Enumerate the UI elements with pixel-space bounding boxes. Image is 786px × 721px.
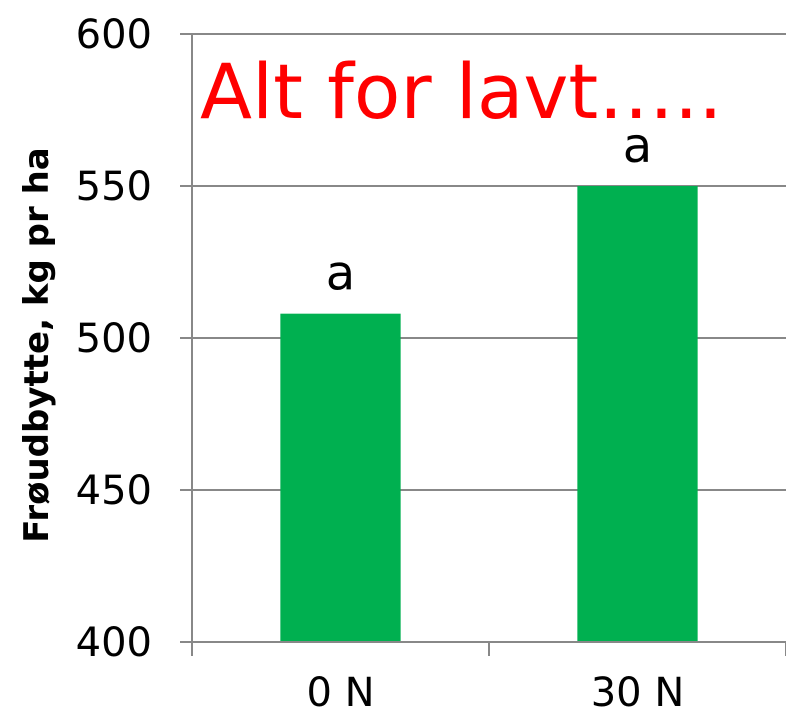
bars bbox=[280, 186, 698, 642]
bar bbox=[280, 313, 401, 642]
x-tick-label: 0 N bbox=[306, 670, 374, 716]
bar-labels: aa bbox=[326, 118, 652, 302]
y-axis-label: Frøudbytte, kg pr ha bbox=[17, 147, 57, 542]
y-tick-labels: 400 450 500 550 600 bbox=[76, 12, 152, 666]
bar-data-label: a bbox=[623, 118, 652, 174]
y-tick-label: 600 bbox=[76, 12, 152, 58]
bar-data-label: a bbox=[326, 246, 355, 302]
axes bbox=[191, 34, 786, 656]
y-tick-label: 400 bbox=[76, 620, 152, 666]
chart-annotation: Alt for lavt….. bbox=[200, 47, 723, 136]
y-tick-label: 500 bbox=[76, 316, 152, 362]
y-tick-label: 450 bbox=[76, 468, 152, 514]
y-tick-label: 550 bbox=[76, 164, 152, 210]
x-tick-label: 30 N bbox=[591, 670, 685, 716]
bar bbox=[577, 186, 698, 642]
x-tick-labels: 0 N 30 N bbox=[306, 670, 684, 716]
